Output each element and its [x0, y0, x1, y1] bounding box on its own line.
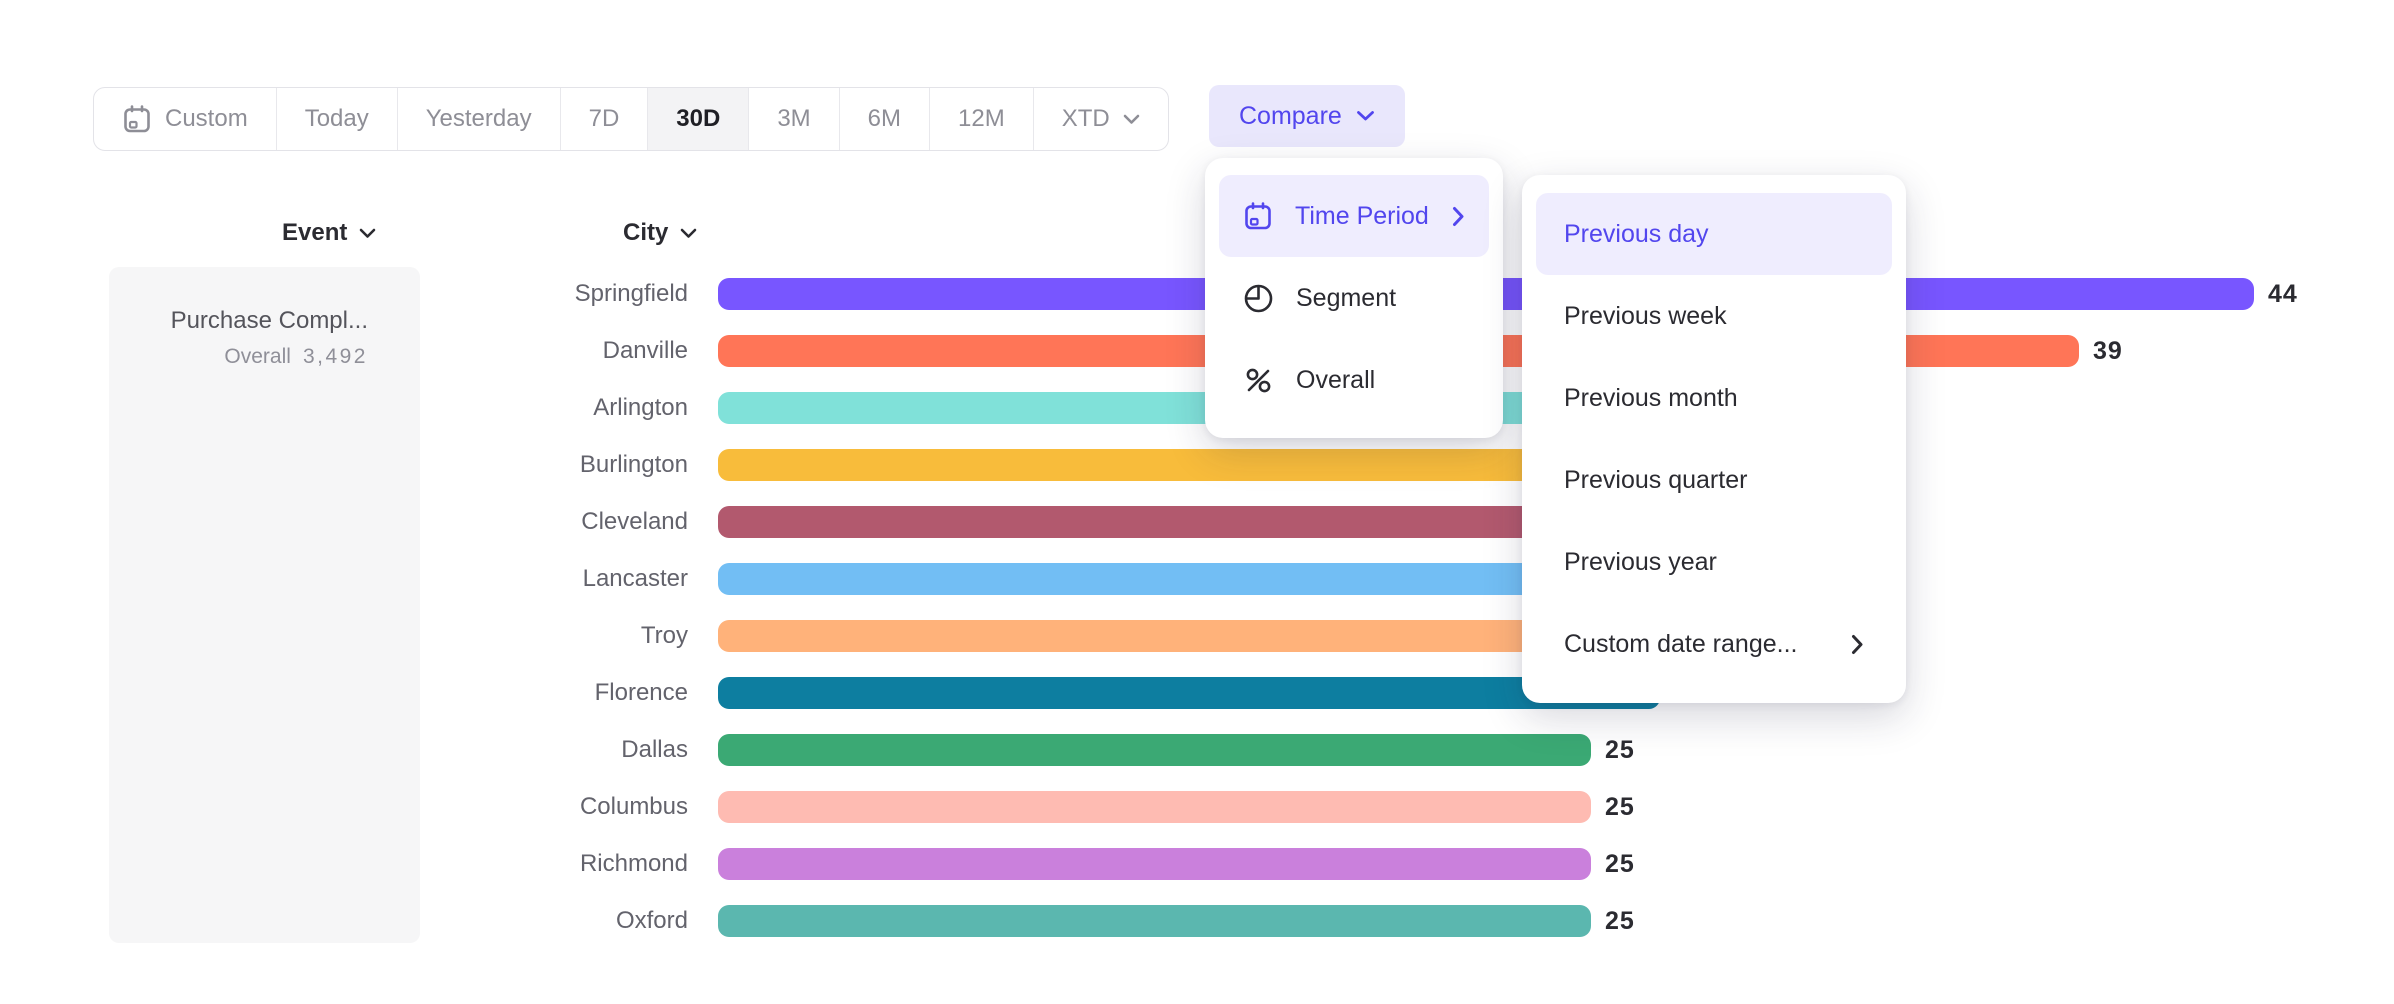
bar-label: Burlington [579, 451, 688, 478]
menu-item-label: Custom date range... [1564, 629, 1798, 658]
menu-item-label: Previous week [1564, 301, 1727, 330]
calendar-icon [1243, 201, 1273, 232]
overall-value: 3,492 [302, 345, 368, 368]
time-period-option-custom-date-range[interactable]: Custom date range... [1536, 603, 1892, 685]
date-range-label: 6M [867, 105, 901, 132]
time-period-option-previous-year[interactable]: Previous year [1536, 521, 1892, 603]
chevron-right-icon [1452, 206, 1465, 227]
bar[interactable] [718, 905, 1591, 937]
event-overall-row: Overall 3,492 [109, 345, 368, 369]
chevron-down-icon [359, 228, 376, 239]
time-period-option-previous-day[interactable]: Previous day [1536, 193, 1892, 275]
bar[interactable] [718, 734, 1591, 766]
bar-label: Columbus [579, 793, 688, 820]
bar-label: Troy [640, 622, 688, 649]
bar[interactable] [718, 677, 1660, 709]
bar-row: Columbus 25 [420, 791, 2298, 823]
percent-icon [1243, 365, 1274, 396]
bar-value-label: 25 [1605, 906, 1635, 935]
event-name: Purchase Compl... [170, 307, 368, 334]
bar-label: Arlington [593, 394, 688, 421]
compare-label: Compare [1239, 101, 1342, 130]
date-range-6m[interactable]: 6M [840, 88, 930, 150]
chevron-down-icon [1356, 110, 1375, 122]
bar-row: Burlington [420, 449, 2298, 481]
date-range-xtd[interactable]: XTD [1034, 88, 1168, 150]
event-card[interactable]: Purchase Compl... Overall 3,492 [109, 267, 420, 943]
compare-option-time-period[interactable]: Time Period [1219, 175, 1489, 257]
bar-value-label: 25 [1605, 849, 1635, 878]
bar-value-label: 25 [1605, 792, 1635, 821]
date-range-today[interactable]: Today [277, 88, 398, 150]
bar[interactable] [718, 848, 1591, 880]
compare-menu: Time Period Segment Overall [1205, 158, 1503, 438]
chevron-down-icon [680, 228, 697, 239]
compare-option-overall[interactable]: Overall [1219, 339, 1489, 421]
time-period-submenu: Previous day Previous week Previous month P… [1522, 175, 1906, 703]
date-range-yesterday[interactable]: Yesterday [398, 88, 561, 150]
time-period-option-previous-week[interactable]: Previous week [1536, 275, 1892, 357]
date-range-picker: Custom Today Yesterday 7D 30D 3M 6M 12M XTD [93, 87, 1169, 151]
bar-label: Oxford [615, 907, 688, 934]
bar-label: Cleveland [581, 508, 688, 535]
bar-row: Dallas 25 [420, 734, 2298, 766]
bar-row: Richmond 25 [420, 848, 2298, 880]
event-column-label: Event [282, 219, 348, 246]
time-period-option-previous-month[interactable]: Previous month [1536, 357, 1892, 439]
bar-label: Richmond [579, 850, 688, 877]
menu-item-label: Overall [1296, 365, 1376, 394]
date-range-7d[interactable]: 7D [561, 88, 649, 150]
bar[interactable] [718, 791, 1591, 823]
date-range-12m[interactable]: 12M [930, 88, 1034, 150]
calendar-icon [122, 104, 152, 135]
menu-item-label: Segment [1296, 283, 1397, 312]
bar-row: Lancaster [420, 563, 2298, 595]
date-range-label: 3M [777, 105, 811, 132]
bar-label: Danville [602, 337, 688, 364]
compare-option-segment[interactable]: Segment [1219, 257, 1489, 339]
menu-item-label: Previous month [1564, 383, 1738, 412]
bar-label: Florence [594, 679, 688, 706]
date-range-label: 7D [588, 105, 620, 132]
city-column-header[interactable]: City [623, 219, 697, 247]
bar-label: Dallas [621, 736, 688, 763]
bar-label: Lancaster [582, 565, 688, 592]
bar-row: Cleveland [420, 506, 2298, 538]
menu-item-label: Time Period [1295, 201, 1429, 230]
chevron-right-icon [1851, 634, 1864, 655]
date-range-3m[interactable]: 3M [749, 88, 840, 150]
bar-value-label: 25 [1605, 735, 1635, 764]
date-range-label: 30D [676, 105, 721, 132]
bar-row: Troy [420, 620, 2298, 652]
segment-icon [1243, 283, 1274, 314]
bar-row: Florence [420, 677, 2298, 709]
city-column-label: City [623, 219, 669, 246]
bar-value-label: 44 [2268, 279, 2298, 308]
event-column-header[interactable]: Event [282, 219, 376, 247]
menu-item-label: Previous day [1564, 219, 1709, 248]
compare-button[interactable]: Compare [1209, 85, 1405, 147]
date-range-label: Custom [165, 105, 248, 132]
bar-row: Oxford 25 [420, 905, 2298, 937]
date-range-30d[interactable]: 30D [648, 88, 750, 150]
menu-item-label: Previous year [1564, 547, 1717, 576]
date-range-label: Yesterday [425, 105, 532, 132]
date-range-label: 12M [958, 105, 1005, 132]
date-range-custom[interactable]: Custom [94, 88, 277, 150]
overall-label: Overall [224, 345, 291, 368]
menu-item-label: Previous quarter [1564, 465, 1748, 494]
date-range-label: XTD [1061, 105, 1110, 132]
chevron-down-icon [1123, 114, 1140, 125]
date-range-label: Today [304, 105, 369, 132]
bar-label: Springfield [574, 280, 688, 307]
bar-value-label: 39 [2093, 336, 2123, 365]
time-period-option-previous-quarter[interactable]: Previous quarter [1536, 439, 1892, 521]
